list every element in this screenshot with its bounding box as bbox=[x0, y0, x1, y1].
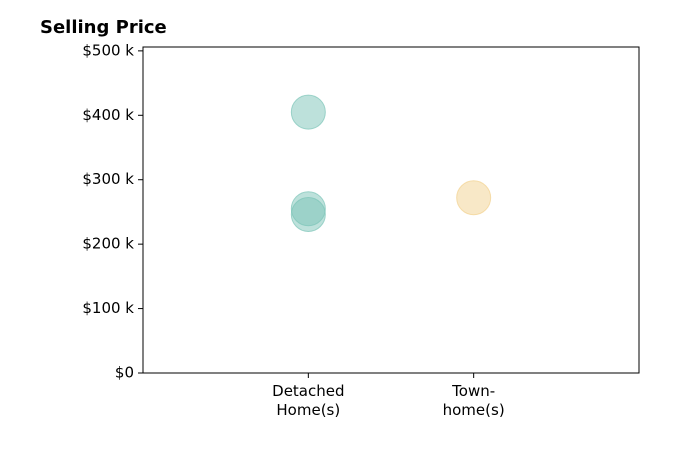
chart-title: Selling Price bbox=[40, 17, 167, 38]
point bbox=[290, 197, 326, 233]
plot-frame bbox=[142, 46, 640, 374]
point bbox=[290, 94, 326, 130]
y-tick-label: $100 k bbox=[82, 299, 134, 317]
y-tick-label: $400 k bbox=[82, 106, 134, 124]
y-tick-label: $200 k bbox=[82, 235, 134, 253]
y-tick-label: $300 k bbox=[82, 170, 134, 188]
y-tick-label: $500 k bbox=[82, 41, 134, 59]
x-tick-label: Detached Home(s) bbox=[272, 382, 345, 419]
point bbox=[456, 180, 492, 216]
y-tick-label: $0 bbox=[115, 364, 134, 382]
x-tick-label: Town- home(s) bbox=[442, 382, 505, 419]
